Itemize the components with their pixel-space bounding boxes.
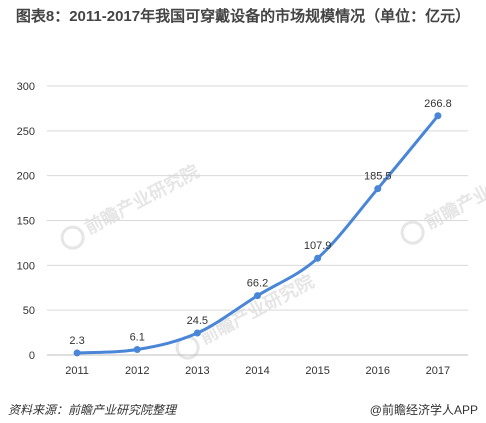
- data-label: 107.9: [304, 240, 332, 252]
- data-label: 66.2: [247, 278, 268, 290]
- credit-note: @前瞻经济学人APP: [369, 403, 478, 417]
- y-tick-label: 200: [17, 171, 35, 183]
- y-tick-label: 100: [17, 260, 35, 272]
- x-tick-label: 2013: [185, 365, 209, 377]
- data-point: [73, 349, 81, 357]
- chart-title: 图表8：2011-2017年我国可穿戴设备的市场规模情况（单位：亿元）: [15, 8, 471, 25]
- data-label: 6.1: [130, 332, 145, 344]
- data-point: [193, 329, 201, 337]
- data-point: [314, 254, 322, 262]
- x-tick-label: 2017: [426, 365, 450, 377]
- x-tick-label: 2012: [125, 365, 149, 377]
- data-point: [133, 346, 141, 354]
- x-tick-label: 2015: [305, 365, 329, 377]
- y-tick-label: 250: [17, 126, 35, 138]
- data-label: 24.5: [187, 315, 208, 327]
- y-tick-label: 50: [23, 305, 35, 317]
- x-tick-label: 2014: [245, 365, 269, 377]
- data-point: [374, 185, 382, 193]
- series-line: [75, 114, 440, 355]
- x-tick-label: 2016: [366, 365, 390, 377]
- data-point: [254, 292, 261, 300]
- data-label: 2.3: [69, 335, 84, 347]
- y-tick-label: 0: [29, 350, 35, 362]
- y-tick-label: 300: [17, 81, 35, 93]
- data-point: [434, 112, 442, 120]
- y-tick-label: 150: [17, 216, 35, 228]
- data-label: 185.5: [364, 171, 392, 183]
- data-label: 266.8: [424, 98, 452, 110]
- source-note: 资料来源：前瞻产业研究院整理: [8, 403, 177, 417]
- x-tick-label: 2011: [65, 365, 89, 377]
